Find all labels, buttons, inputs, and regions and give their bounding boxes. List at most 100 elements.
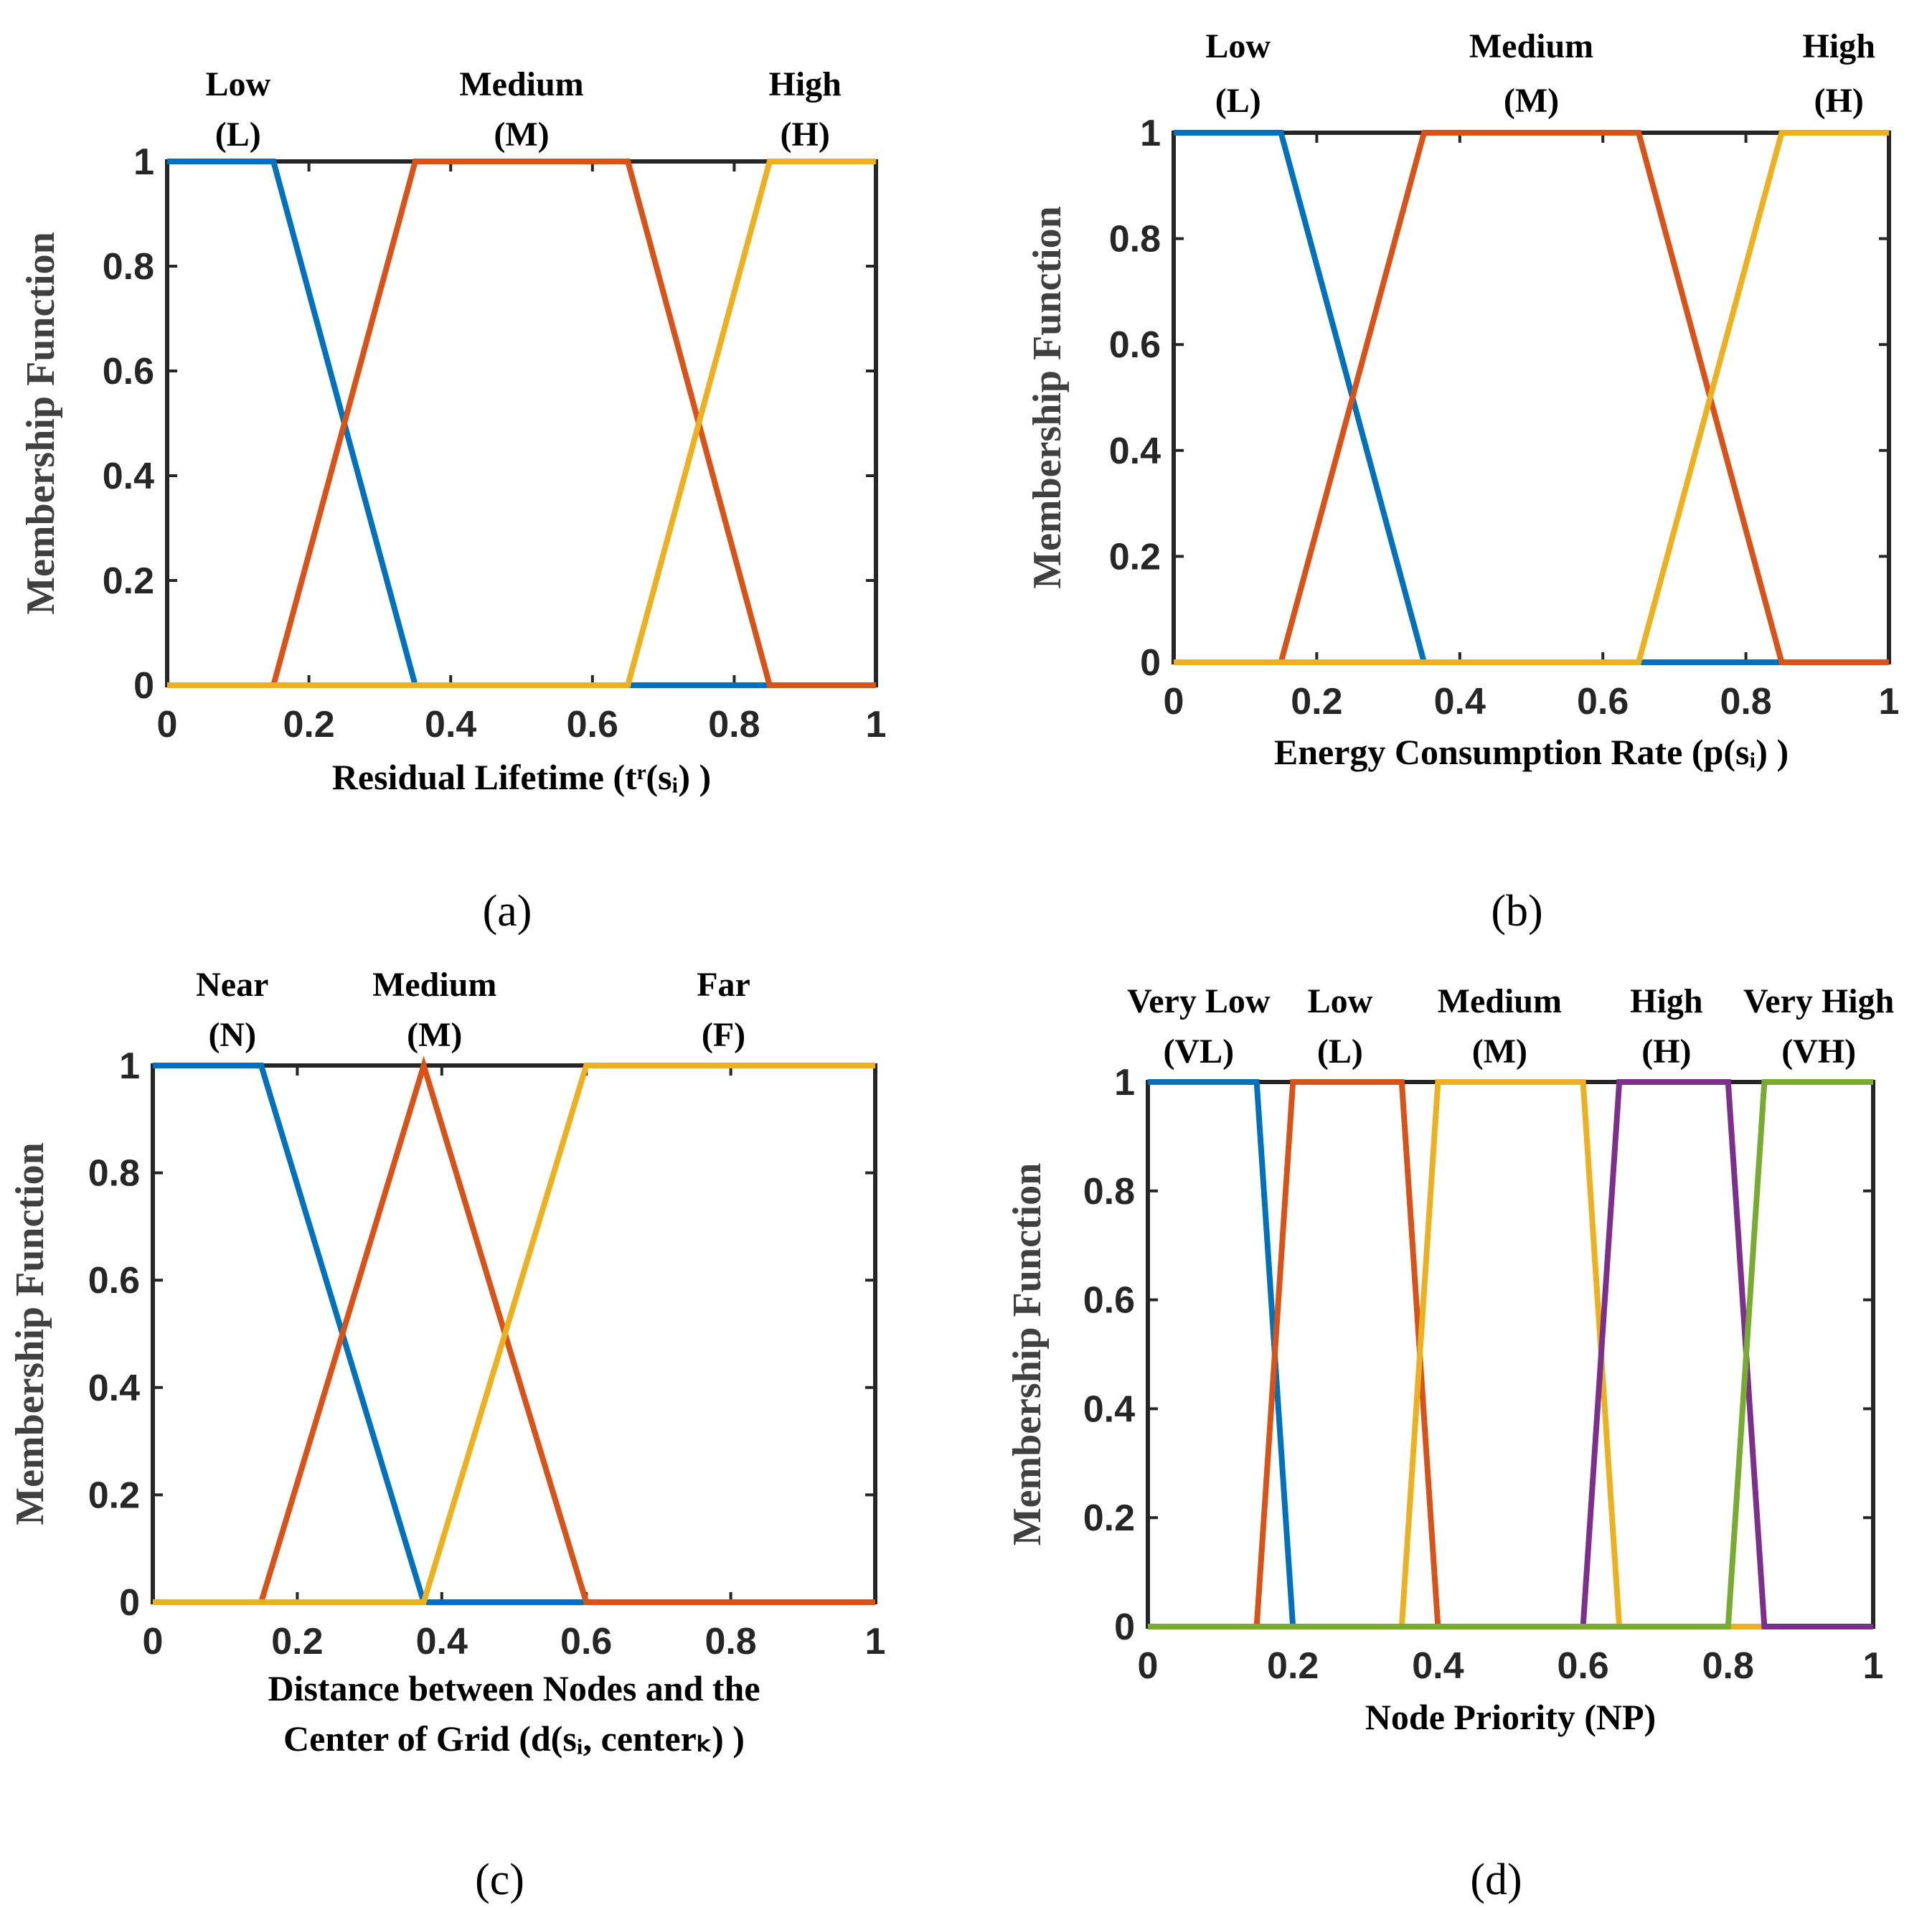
y-tick-label: 1 <box>1140 113 1161 154</box>
y-tick-label: 0.8 <box>103 246 154 288</box>
series-line-high <box>1174 130 1889 665</box>
panel-label: (a) <box>483 887 532 936</box>
y-tick-label: 0.2 <box>88 1474 140 1516</box>
y-tick-label: 0.6 <box>88 1260 140 1302</box>
panel-label: (c) <box>475 1855 524 1904</box>
series-line-medium <box>1148 1079 1873 1629</box>
series-label-abbr: (M) <box>1472 1032 1527 1071</box>
series-line-medium <box>1174 130 1889 665</box>
y-tick-label: 0.2 <box>1109 536 1161 578</box>
x-tick-label: 0.4 <box>425 704 476 745</box>
chart-panel-4: 0 0.2 0.4 0.6 0.8 1 0 0.2 0.4 0.6 0.8 1 Very Low (VL)… <box>1005 982 1894 1904</box>
series-label-abbr: (M) <box>407 1016 462 1054</box>
series-label-abbr: (VL) <box>1163 1032 1234 1071</box>
x-tick-label: 0.2 <box>1267 1645 1319 1687</box>
series-label-abbr: (VH) <box>1781 1032 1856 1071</box>
x-tick-label: 1 <box>865 1621 886 1662</box>
x-tick-label: 0.2 <box>1291 681 1342 723</box>
x-tick-label: 1 <box>866 704 887 745</box>
chart-panel-2: 0 0.2 0.4 0.6 0.8 1 0 0.2 0.4 0.6 0.8 1 Low (L) Medium… <box>1025 27 1899 936</box>
x-tick-label: 0.8 <box>1720 681 1771 723</box>
series-label-abbr: (H) <box>1814 82 1864 120</box>
x-axis-label: Node Priority (NP) <box>1365 1697 1656 1737</box>
x-tick-label: 0.6 <box>1577 681 1629 723</box>
x-tick-label: 0 <box>157 704 178 745</box>
series-line-low <box>1174 130 1889 665</box>
y-tick-label: 0.2 <box>103 560 154 602</box>
y-axis-label: Membership Function <box>1005 1163 1050 1546</box>
series-line-low <box>1148 1079 1873 1629</box>
series-label-abbr: (F) <box>702 1016 745 1054</box>
x-tick-label: 0.6 <box>567 704 618 745</box>
y-axis-label: Membership Function <box>1025 206 1070 589</box>
y-tick-label: 0.6 <box>1083 1280 1135 1322</box>
series-label-abbr: (M) <box>494 116 549 154</box>
plot-area-frame <box>165 159 878 687</box>
series-label-abbr: (L) <box>1215 82 1261 120</box>
panel-label: (d) <box>1470 1855 1522 1904</box>
y-tick-label: 0.2 <box>1083 1497 1135 1539</box>
x-axis-label: Distance between Nodes and the <box>268 1668 760 1708</box>
series-label-name: Medium <box>459 65 583 103</box>
series-label-name: Low <box>1205 27 1271 65</box>
y-tick-label: 1 <box>133 141 154 183</box>
y-tick-label: 1 <box>119 1045 140 1087</box>
chart-panel-3: 0 0.2 0.4 0.6 0.8 1 0 0.2 0.4 0.6 0.8 1 Near (N) Mediu… <box>8 966 885 1904</box>
series-label-abbr: (H) <box>781 116 830 154</box>
y-tick-label: 0.4 <box>88 1368 140 1409</box>
series-line-high <box>167 159 876 688</box>
y-tick-label: 0.4 <box>103 456 154 497</box>
x-tick-label: 0.4 <box>1434 681 1486 723</box>
series-label-abbr: (L) <box>215 116 261 154</box>
y-axis-label: Membership Function <box>19 232 63 615</box>
series-label-name: Medium <box>372 966 496 1004</box>
panel-label: (b) <box>1491 887 1542 936</box>
series-line-high <box>1148 1079 1873 1629</box>
series-line-very-high <box>1148 1079 1873 1629</box>
series-label-abbr: (H) <box>1641 1032 1691 1071</box>
y-tick-label: 0.8 <box>1109 219 1161 260</box>
x-tick-label: 0.6 <box>560 1621 612 1662</box>
x-tick-label: 0 <box>143 1621 164 1662</box>
series-label-name: High <box>1630 982 1702 1020</box>
series-label-abbr: (L) <box>1317 1032 1363 1071</box>
y-tick-label: 0.6 <box>103 351 154 392</box>
y-tick-label: 0 <box>1114 1606 1135 1648</box>
x-tick-label: 0.6 <box>1557 1645 1608 1687</box>
x-tick-label: 0.4 <box>416 1621 468 1662</box>
series-label-name: Near <box>196 966 268 1004</box>
x-axis-label-line2: Center of Grid (d(sᵢ, centerₖ) ) <box>283 1718 745 1759</box>
series-line-near <box>153 1063 875 1605</box>
plot-area-frame <box>151 1063 877 1604</box>
series-line-very-low <box>1148 1079 1873 1629</box>
y-tick-label: 0 <box>133 665 154 707</box>
plot-area-frame <box>1146 1080 1875 1629</box>
series-line-medium <box>167 159 876 688</box>
series-label-abbr: (M) <box>1504 82 1559 120</box>
x-tick-label: 0.8 <box>705 1621 756 1662</box>
series-label-name: Very High <box>1743 982 1894 1020</box>
chart-panel-1: 0 0.2 0.4 0.6 0.8 1 0 0.2 0.4 0.6 0.8 1 Low (L) Medium… <box>19 65 886 936</box>
x-tick-label: 0.2 <box>283 704 334 745</box>
y-tick-label: 0.4 <box>1109 431 1161 472</box>
y-tick-label: 0 <box>119 1582 140 1624</box>
x-tick-label: 0.4 <box>1412 1645 1464 1687</box>
series-label-name: Far <box>697 966 750 1004</box>
x-tick-label: 1 <box>1879 681 1900 723</box>
x-axis-label: Residual Lifetime (tʳ(sᵢ) ) <box>332 757 711 797</box>
series-line-low <box>167 159 876 688</box>
series-label-name: Low <box>1308 982 1373 1020</box>
y-tick-label: 1 <box>1114 1062 1135 1104</box>
y-tick-label: 0.4 <box>1083 1388 1135 1430</box>
plot-area-frame <box>1172 131 1891 664</box>
series-label-name: High <box>769 65 842 103</box>
series-line-medium <box>153 1055 875 1605</box>
y-tick-label: 0 <box>1140 642 1161 684</box>
x-tick-label: 0 <box>1138 1645 1159 1687</box>
x-tick-label: 0 <box>1164 681 1184 723</box>
series-label-abbr: (N) <box>208 1016 256 1054</box>
series-label-name: High <box>1803 27 1875 65</box>
series-line-far <box>153 1063 875 1605</box>
series-label-name: Low <box>205 65 270 103</box>
